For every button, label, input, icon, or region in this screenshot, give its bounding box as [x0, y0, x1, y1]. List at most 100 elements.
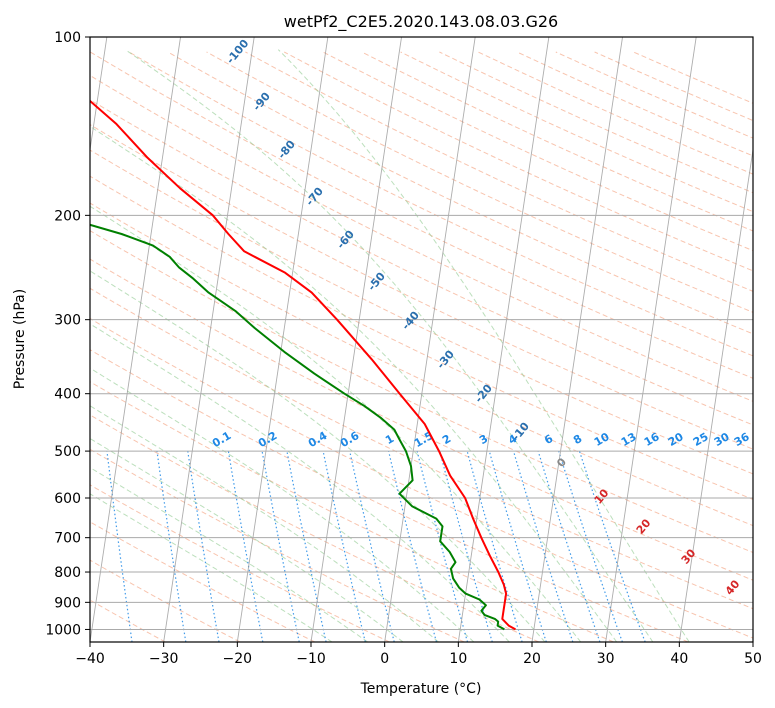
- x-tick-label: 30: [597, 651, 615, 667]
- moist-adiabat-line: [90, 367, 475, 642]
- dry-adiabat-label: -20: [472, 382, 495, 406]
- x-tick-label: −30: [149, 651, 179, 667]
- isotherm-line: [90, 37, 181, 642]
- y-axis-label: Pressure (hPa): [12, 289, 28, 389]
- dry-adiabat-line: [516, 51, 753, 157]
- plot-area: -100-90-80-70-60-50-40-30-20-10010203040…: [90, 37, 753, 642]
- isotherm-line: [310, 37, 402, 642]
- y-tick-label: 700: [54, 531, 81, 547]
- isotherms: [90, 37, 753, 642]
- dry-adiabat-line: [90, 521, 315, 642]
- chart-title: wetPf2_C2E5.2020.143.08.03.G26: [284, 12, 558, 32]
- x-tick-label: −40: [75, 651, 105, 667]
- mixing-ratio-line: [286, 450, 327, 642]
- dry-adiabat-line: [90, 559, 241, 642]
- dry-adiabat-label: -60: [334, 228, 357, 252]
- plot-frame: [89, 36, 754, 643]
- isotherm-line: [90, 37, 108, 153]
- y-tick-label: 300: [54, 313, 81, 329]
- x-tick-label: 20: [523, 651, 541, 667]
- y-tick-label: 100: [54, 30, 81, 46]
- moist-adiabat-line: [90, 323, 510, 642]
- moist-adiabat-line: [90, 437, 404, 642]
- y-tick-label: 900: [54, 595, 81, 611]
- dry-adiabat-line: [633, 51, 753, 104]
- y-tick-label: 500: [54, 444, 81, 460]
- mixing-ratio-label: 0.1: [210, 429, 233, 450]
- dry-adiabats: [90, 51, 753, 642]
- moist-adiabat-line: [124, 49, 654, 642]
- x-tick-label: 50: [744, 651, 762, 667]
- x-tick-label: 0: [380, 651, 389, 667]
- dry-adiabat-label: -30: [434, 348, 457, 372]
- dry-adiabat-line: [90, 175, 753, 500]
- dry-adiabat-line: [167, 51, 753, 335]
- dry-adiabat-line: [90, 414, 540, 642]
- dry-adiabat-line: [361, 51, 753, 232]
- dry-adiabat-line: [128, 51, 753, 357]
- mixing-ratio-label: 0.6: [338, 429, 362, 450]
- mixing-ratio-label: 6: [542, 432, 555, 447]
- dry-adiabat-line: [90, 74, 753, 402]
- moist-adiabat-line: [90, 270, 546, 642]
- y-axis-ticks: 100 200 300 400 500 600 700 800 900 1000: [45, 30, 90, 638]
- dry-adiabat-line: [322, 51, 753, 252]
- x-tick-label: −10: [296, 651, 326, 667]
- dry-adiabat-line: [90, 124, 753, 450]
- dry-adiabat-line: [90, 202, 753, 527]
- moist-adiabat-line: [90, 205, 582, 642]
- x-axis-ticks: −40 −30 −20 −10 0 10 20 30 40 50: [75, 642, 762, 667]
- mixing-ratio-label: 0.4: [306, 429, 330, 450]
- isotherm-line: [163, 37, 255, 642]
- isotherm-line: [605, 37, 697, 642]
- profile-series: [90, 99, 516, 631]
- mixing-ratio-line: [512, 450, 574, 642]
- mixing-ratio-label: 25: [691, 430, 711, 449]
- mixing-ratio-line: [156, 451, 187, 642]
- dewpoint-profile-line: [90, 223, 505, 631]
- y-tick-label: 1000: [45, 622, 81, 638]
- mixing-ratio-line: [537, 450, 601, 642]
- moist-adiabat-line: [277, 49, 690, 642]
- isotherm-line: [752, 638, 753, 642]
- x-tick-label: 40: [670, 651, 688, 667]
- dry-adiabat-line: [90, 381, 614, 642]
- mixing-ratio-label: 20: [666, 430, 686, 449]
- mixing-ratio-label: 8: [571, 432, 584, 447]
- moist-adiabats: [90, 49, 690, 642]
- mixing-ratio-label: 16: [642, 430, 662, 449]
- dry-adiabat-label: -40: [399, 309, 422, 333]
- dry-adiabat-line: [283, 51, 753, 272]
- dry-adiabat-line: [90, 287, 753, 610]
- temperature-profile-line: [90, 99, 516, 631]
- mixing-ratio-line: [416, 450, 469, 642]
- mixing-ratio-line: [261, 450, 300, 642]
- dry-adiabat-line: [90, 448, 465, 642]
- moist-adiabat-line: [90, 125, 618, 642]
- isobars: [90, 37, 753, 630]
- dry-adiabat-line: [90, 317, 753, 639]
- mixing-ratio-line: [322, 450, 366, 642]
- dry-adiabat-line: [90, 51, 753, 379]
- x-tick-label: −20: [223, 651, 253, 667]
- mixing-ratio-label: 36: [732, 430, 752, 449]
- moist-adiabat-line: [90, 405, 439, 642]
- moist-adiabat-label: 0: [554, 455, 569, 469]
- mixing-ratio-label: 2: [440, 432, 453, 447]
- x-tick-label: 10: [449, 651, 467, 667]
- y-tick-label: 200: [54, 208, 81, 224]
- mixing-ratio-line: [466, 450, 523, 642]
- isotherm-line: [384, 37, 476, 642]
- dry-adiabat-label: -80: [275, 138, 298, 162]
- dry-adiabat-label: -90: [250, 90, 273, 114]
- mixing-ratio-line: [349, 450, 395, 642]
- mixing-ratio-line: [558, 450, 623, 642]
- moist-adiabat-line: [90, 493, 333, 642]
- y-tick-label: 800: [54, 565, 81, 581]
- y-tick-label: 400: [54, 387, 81, 403]
- dry-adiabat-line: [90, 484, 390, 642]
- dry-adiabat-label: -100: [224, 37, 252, 67]
- y-tick-label: 600: [54, 491, 81, 507]
- isotherm-line: [678, 146, 753, 642]
